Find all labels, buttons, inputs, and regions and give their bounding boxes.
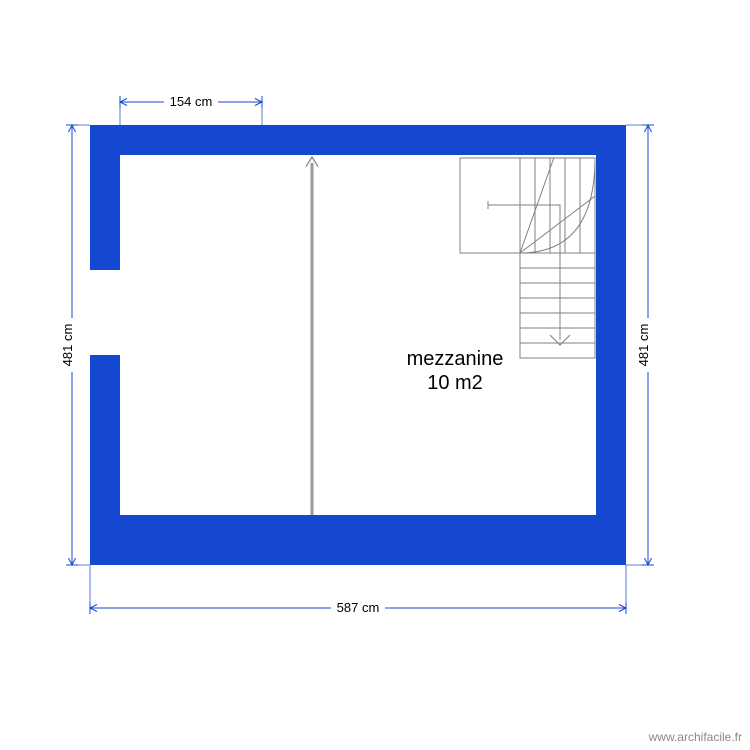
dim-bottom-label: 587 cm <box>337 600 380 615</box>
watermark-text: www.archifacile.fr <box>649 730 742 744</box>
dim-left-label: 481 cm <box>60 324 75 367</box>
room-area-label: 10 m2 <box>427 372 483 394</box>
room-name-label: mezzanine <box>407 348 504 370</box>
dim-top-label: 154 cm <box>170 94 213 109</box>
dim-right-label: 481 cm <box>636 324 651 367</box>
